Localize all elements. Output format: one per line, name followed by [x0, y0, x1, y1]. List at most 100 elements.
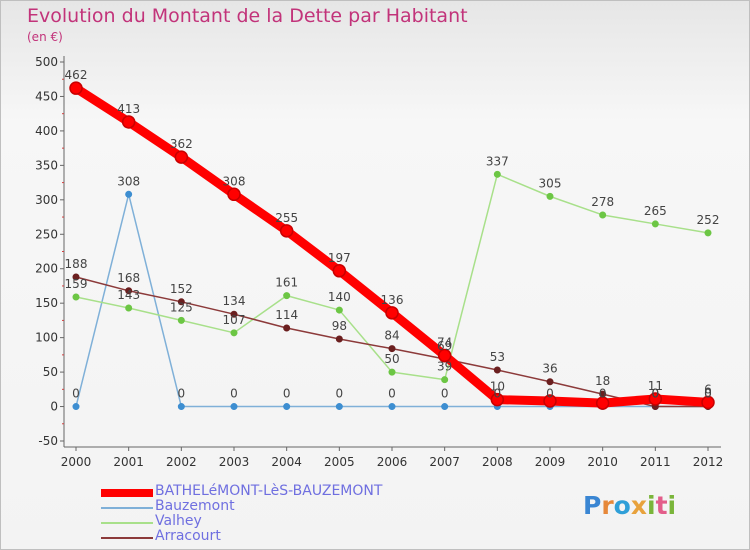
data-point [388, 368, 396, 376]
y-tick-label: 100 [35, 331, 58, 345]
y-tick-label: 50 [43, 365, 58, 379]
data-label: 278 [591, 195, 614, 209]
data-label: 0 [441, 387, 449, 401]
data-label: 74 [437, 336, 452, 350]
chart-title: Evolution du Montant de la Dette par Hab… [27, 5, 468, 27]
data-label: 11 [648, 379, 663, 393]
chart-subtitle: (en €) [27, 30, 63, 44]
x-tick-label: 2002 [166, 455, 197, 469]
data-point [177, 316, 185, 324]
logo-letter: r [601, 491, 614, 520]
data-label: 0 [704, 387, 712, 401]
data-point [227, 187, 241, 202]
legend-swatch-bauzemont [101, 507, 153, 509]
data-point [230, 329, 238, 337]
logo-letter: i [647, 491, 656, 520]
x-tick-label: 2000 [61, 455, 92, 469]
data-label: 0 [230, 387, 238, 401]
y-tick-label: 350 [35, 158, 58, 172]
data-label: 159 [65, 277, 88, 291]
logo-letter: i [667, 491, 677, 520]
data-label: 152 [170, 282, 193, 296]
y-tick-label: 400 [35, 124, 58, 138]
data-label: 39 [437, 360, 452, 374]
data-point [493, 170, 501, 178]
data-point [437, 348, 452, 363]
legend-swatch-bathelemont [101, 489, 153, 497]
x-tick-label: 2004 [271, 455, 302, 469]
data-label: 0 [546, 387, 554, 401]
legend-swatch-arracourt [101, 537, 153, 539]
data-label: 462 [65, 68, 88, 82]
data-label: 0 [388, 387, 396, 401]
x-tick-label: 2005 [324, 455, 355, 469]
data-label: 305 [539, 176, 562, 190]
data-label: 413 [117, 102, 140, 116]
data-label: 50 [384, 352, 399, 366]
logo-letter: x [630, 491, 647, 520]
data-point [335, 306, 343, 314]
data-label: 0 [336, 387, 344, 401]
legend-label-valhey: Valhey [155, 513, 202, 529]
data-label: 125 [170, 300, 193, 314]
data-point [69, 81, 83, 95]
data-point [385, 306, 399, 320]
data-label: 0 [72, 387, 80, 401]
data-point [332, 264, 347, 278]
legend-label-arracourt: Arracourt [155, 528, 221, 544]
x-tick-label: 2006 [377, 455, 408, 469]
data-label: 134 [223, 294, 246, 308]
data-label: 168 [117, 271, 140, 285]
y-tick-label: -50 [38, 434, 58, 448]
data-point [595, 396, 610, 410]
x-tick-label: 2008 [482, 455, 513, 469]
data-point [283, 324, 291, 332]
y-tick-label: 0 [50, 400, 58, 414]
legend-swatch-valhey [101, 522, 153, 524]
data-point [125, 287, 133, 295]
x-tick-label: 2010 [587, 455, 618, 469]
data-label: 98 [332, 319, 347, 333]
data-point [651, 220, 659, 228]
data-label: 143 [117, 288, 140, 302]
data-point [125, 190, 133, 198]
y-tick-label: 150 [35, 296, 58, 310]
legend-label-bathelemont: BATHELéMONT-LèS-BAUZEMONT [155, 483, 383, 499]
data-point [279, 224, 294, 238]
data-label: 0 [704, 387, 712, 401]
data-label: 107 [223, 313, 246, 327]
data-label: 0 [652, 387, 660, 401]
data-label: 6 [704, 382, 712, 396]
data-point [546, 378, 554, 386]
x-tick-label: 2012 [693, 455, 724, 469]
y-tick-label: 450 [35, 89, 58, 103]
data-label: 53 [490, 350, 505, 364]
data-point [388, 403, 396, 411]
data-label: 0 [599, 387, 607, 401]
x-tick-label: 2011 [640, 455, 671, 469]
data-label: 197 [328, 251, 351, 265]
data-point [388, 345, 396, 353]
logo-letter: o [613, 491, 631, 520]
data-point [335, 403, 343, 411]
data-point [493, 366, 501, 374]
data-point [230, 403, 238, 411]
data-point [283, 292, 291, 300]
data-point [230, 310, 238, 318]
data-point [648, 392, 663, 406]
data-point [441, 376, 449, 384]
data-point [121, 115, 136, 129]
data-label: 136 [381, 293, 404, 307]
data-label: 308 [117, 174, 140, 188]
data-point [72, 293, 80, 301]
y-tick-label: 200 [35, 262, 58, 276]
data-point [174, 150, 189, 164]
data-point [125, 304, 133, 312]
y-tick-label: 500 [35, 55, 58, 69]
data-label: 69 [437, 339, 452, 353]
logo-letter: P [583, 491, 602, 520]
data-point [704, 229, 712, 237]
data-label: 0 [652, 387, 660, 401]
